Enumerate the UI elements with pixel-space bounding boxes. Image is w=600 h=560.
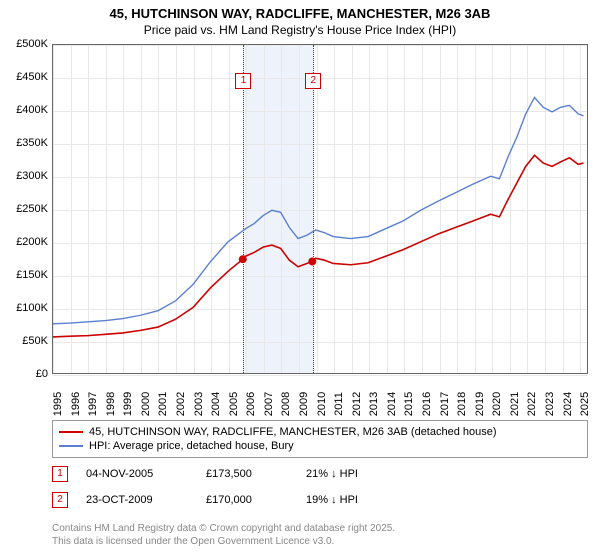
chart-subtitle: Price paid vs. HM Land Registry's House … [0, 21, 600, 41]
sale-box: 1 [52, 466, 68, 482]
x-tick-label: 2004 [210, 392, 222, 416]
legend-swatch [59, 431, 83, 433]
chart-title: 45, HUTCHINSON WAY, RADCLIFFE, MANCHESTE… [0, 0, 600, 21]
sale-price: £173,500 [206, 468, 306, 480]
x-tick-label: 2005 [228, 392, 240, 416]
y-tick-label: £100K [4, 302, 48, 314]
x-tick-label: 1996 [70, 392, 82, 416]
footer-attribution: Contains HM Land Registry data © Crown c… [52, 522, 588, 548]
x-tick-label: 2018 [456, 392, 468, 416]
sale-price: £170,000 [206, 494, 306, 506]
footer-line2: This data is licensed under the Open Gov… [52, 535, 588, 548]
x-tick-label: 2008 [280, 392, 292, 416]
y-tick-label: £150K [4, 269, 48, 281]
legend-label: HPI: Average price, detached house, Bury [89, 440, 294, 452]
x-tick-label: 2000 [140, 392, 152, 416]
x-tick-label: 2006 [245, 392, 257, 416]
x-tick-label: 1999 [122, 392, 134, 416]
x-tick-label: 2020 [491, 392, 503, 416]
x-tick-label: 2007 [263, 392, 275, 416]
sale-delta: 21% ↓ HPI [306, 468, 426, 480]
x-tick-label: 1997 [87, 392, 99, 416]
legend-row: HPI: Average price, detached house, Bury [59, 439, 581, 453]
series-property [53, 155, 584, 337]
x-tick-label: 2003 [193, 392, 205, 416]
x-tick-label: 2024 [562, 392, 574, 416]
legend-swatch [59, 445, 83, 447]
sale-point [239, 255, 247, 263]
sale-date: 23-OCT-2009 [86, 494, 206, 506]
x-tick-label: 2014 [386, 392, 398, 416]
x-tick-label: 1995 [52, 392, 64, 416]
y-tick-label: £200K [4, 236, 48, 248]
sale-row: 2 23-OCT-2009£170,00019% ↓ HPI [52, 492, 426, 508]
x-tick-label: 2016 [421, 392, 433, 416]
y-tick-label: £450K [4, 71, 48, 83]
x-tick-label: 1998 [105, 392, 117, 416]
x-tick-label: 2023 [544, 392, 556, 416]
y-tick-label: £350K [4, 137, 48, 149]
x-tick-label: 2021 [509, 392, 521, 416]
x-tick-label: 2012 [351, 392, 363, 416]
sale-box: 2 [52, 492, 68, 508]
x-tick-label: 2022 [526, 392, 538, 416]
x-tick-label: 2010 [316, 392, 328, 416]
footer-line1: Contains HM Land Registry data © Crown c… [52, 522, 588, 535]
chart-plot-area: 12 [52, 44, 588, 374]
y-tick-label: £0 [4, 368, 48, 380]
y-tick-label: £500K [4, 38, 48, 50]
sale-date: 04-NOV-2005 [86, 468, 206, 480]
x-tick-label: 2001 [157, 392, 169, 416]
x-tick-label: 2002 [175, 392, 187, 416]
y-tick-label: £300K [4, 170, 48, 182]
sale-delta: 19% ↓ HPI [306, 494, 426, 506]
x-tick-label: 2009 [298, 392, 310, 416]
legend-row: 45, HUTCHINSON WAY, RADCLIFFE, MANCHESTE… [59, 425, 581, 439]
x-tick-label: 2015 [403, 392, 415, 416]
sale-point [308, 258, 316, 266]
x-tick-label: 2017 [439, 392, 451, 416]
y-tick-label: £400K [4, 104, 48, 116]
x-tick-label: 2011 [333, 392, 345, 416]
y-tick-label: £50K [4, 335, 48, 347]
y-tick-label: £250K [4, 203, 48, 215]
grid-h [53, 375, 587, 376]
legend: 45, HUTCHINSON WAY, RADCLIFFE, MANCHESTE… [52, 420, 588, 458]
legend-label: 45, HUTCHINSON WAY, RADCLIFFE, MANCHESTE… [89, 426, 497, 438]
x-tick-label: 2013 [368, 392, 380, 416]
series-hpi [53, 97, 584, 323]
x-tick-label: 2019 [474, 392, 486, 416]
chart-svg [53, 45, 587, 373]
x-tick-label: 2025 [579, 392, 591, 416]
sale-row: 1 04-NOV-2005£173,50021% ↓ HPI [52, 466, 426, 482]
